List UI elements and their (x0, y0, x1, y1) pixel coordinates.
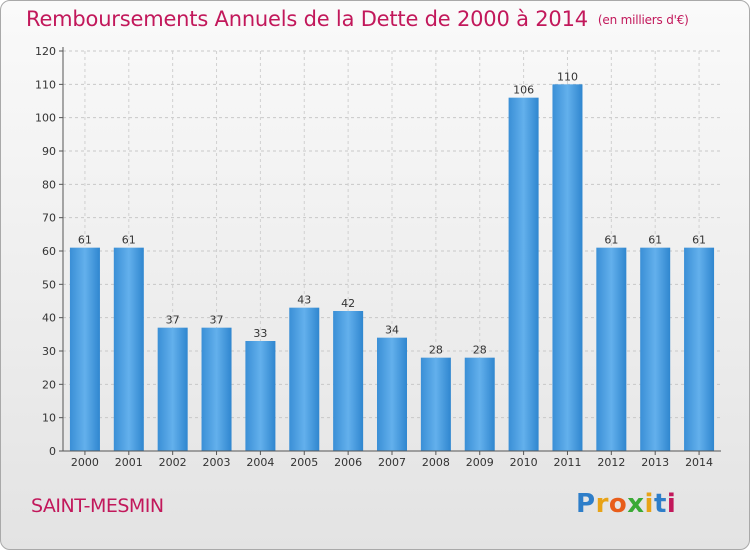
bar (377, 337, 407, 451)
data-label: 43 (297, 294, 311, 307)
logo-letter: P (576, 489, 596, 519)
y-tick-label: 110 (35, 78, 56, 91)
data-label: 37 (210, 314, 224, 327)
data-label: 37 (166, 314, 180, 327)
y-tick-label: 40 (42, 312, 56, 325)
bar (113, 247, 144, 451)
logo-letter: t (653, 489, 667, 519)
x-tick-label: 2009 (466, 456, 494, 469)
y-tick-label: 80 (42, 178, 56, 191)
y-tick-label: 70 (42, 212, 56, 225)
bar (684, 247, 715, 451)
data-label: 33 (253, 327, 267, 340)
bar (289, 307, 320, 451)
bar (69, 247, 100, 451)
x-tick-label: 2004 (246, 456, 274, 469)
y-tick-label: 20 (42, 378, 56, 391)
data-label: 106 (513, 84, 534, 97)
data-label: 61 (122, 234, 136, 247)
y-tick-label: 50 (42, 278, 56, 291)
x-tick-label: 2006 (334, 456, 362, 469)
x-tick-label: 2013 (641, 456, 669, 469)
x-tick-label: 2014 (685, 456, 713, 469)
x-tick-label: 2005 (290, 456, 318, 469)
y-tick-label: 30 (42, 345, 56, 358)
data-label: 110 (557, 70, 578, 83)
chart-unit: (en milliers d'€) (597, 13, 689, 27)
bar (464, 357, 495, 451)
y-tick-label: 120 (35, 45, 56, 58)
data-label: 61 (692, 234, 706, 247)
x-tick-label: 2001 (115, 456, 143, 469)
bar (420, 357, 451, 451)
data-label: 42 (341, 297, 355, 310)
logo-letter: o (608, 489, 628, 519)
x-tick-label: 2008 (422, 456, 450, 469)
y-tick-label: 60 (42, 245, 56, 258)
bar (596, 247, 627, 451)
bar (201, 327, 232, 451)
logo-letter: r (595, 489, 609, 519)
bar (508, 97, 539, 452)
y-tick-label: 90 (42, 145, 56, 158)
x-tick-label: 2000 (71, 456, 99, 469)
data-label: 28 (473, 344, 487, 357)
x-tick-label: 2010 (510, 456, 538, 469)
y-tick-label: 0 (49, 445, 56, 458)
axes (59, 47, 721, 455)
bar (245, 341, 276, 451)
bar (157, 327, 188, 451)
logo-letter: i (644, 489, 654, 519)
x-tick-label: 2007 (378, 456, 406, 469)
x-tick-label: 2002 (159, 456, 187, 469)
data-label: 61 (604, 234, 618, 247)
bars (69, 84, 715, 452)
data-label: 61 (78, 234, 92, 247)
chart-title: Remboursements Annuels de la Dette de 20… (26, 7, 689, 31)
data-label: 28 (429, 344, 443, 357)
data-label: 34 (385, 324, 399, 337)
data-label: 61 (648, 234, 662, 247)
logo-letter: x (627, 489, 645, 519)
commune-name: SAINT-MESMIN (31, 495, 164, 517)
y-tick-label: 100 (35, 112, 56, 125)
bar (640, 247, 671, 451)
logo-letter: i (666, 489, 677, 519)
x-tick-label: 2003 (203, 456, 231, 469)
labels: 0 10 20 30 40 50 60 70 80 90 100 110 120 61 2000 61 2001… (35, 45, 713, 469)
x-tick-label: 2012 (597, 456, 625, 469)
proxiti-logo: Proxiti (576, 489, 676, 519)
bar (333, 311, 364, 451)
y-tick-label: 10 (42, 412, 56, 425)
chart-title-text: Remboursements Annuels de la Dette de 20… (26, 7, 588, 31)
bar (552, 84, 583, 451)
x-tick-label: 2011 (553, 456, 581, 469)
